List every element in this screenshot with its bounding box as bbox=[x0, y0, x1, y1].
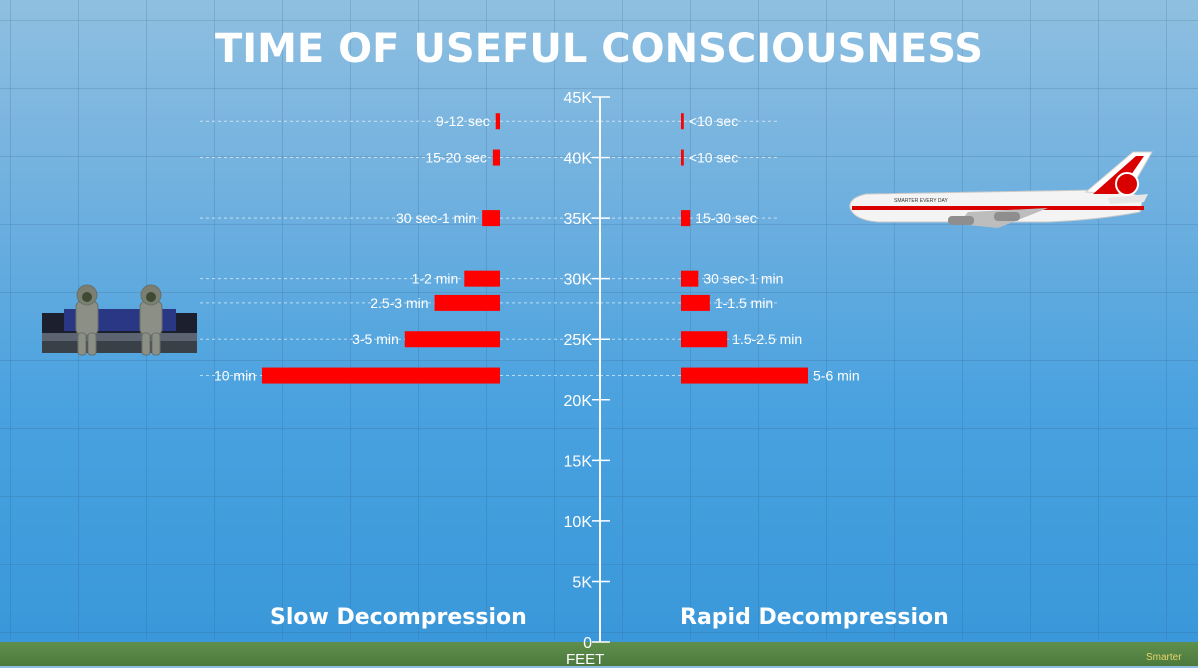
rapid-bar-label: 1-1.5 min bbox=[715, 295, 773, 311]
slow-bar bbox=[495, 113, 500, 130]
slow-bar-label: 30 sec-1 min bbox=[396, 210, 476, 226]
rapid-decompression-label: Rapid Decompression bbox=[680, 605, 949, 630]
slow-bar bbox=[482, 210, 500, 227]
ground-strip bbox=[0, 642, 1198, 666]
y-tick-label: 35K bbox=[564, 211, 593, 228]
slow-bar bbox=[262, 367, 500, 384]
y-tick-label: 5K bbox=[572, 574, 592, 591]
slow-bar-label: 9-12 sec bbox=[436, 113, 490, 129]
y-tick-label: 30K bbox=[564, 272, 593, 289]
airliner-livery-text: SMARTER EVERY DAY bbox=[894, 198, 948, 204]
axis-unit-label: FEET bbox=[566, 651, 605, 668]
slow-bar-label: 10 min bbox=[214, 368, 256, 384]
slow-bar bbox=[464, 270, 500, 287]
pilots-illustration bbox=[42, 284, 197, 356]
rapid-bar-label: 1.5-2.5 min bbox=[732, 331, 802, 347]
rapid-bar-label: 5-6 min bbox=[813, 368, 860, 384]
rapid-bar bbox=[681, 294, 710, 311]
rapid-bar-label: 15-30 sec bbox=[695, 210, 756, 226]
y-tick-label: 45K bbox=[564, 90, 593, 107]
y-tick-label: 25K bbox=[564, 332, 593, 349]
watermark: Smarter bbox=[1146, 652, 1182, 663]
y-tick-label: 10K bbox=[564, 514, 593, 531]
chart-title: TIME OF USEFUL CONSCIOUSNESS bbox=[214, 26, 984, 72]
slow-bar-label: 3-5 min bbox=[352, 331, 399, 347]
y-tick-label: 20K bbox=[564, 393, 593, 410]
slow-bar-label: 2.5-3 min bbox=[370, 295, 428, 311]
slow-bar-label: 1-2 min bbox=[412, 271, 459, 287]
rapid-bar bbox=[681, 331, 728, 348]
rapid-bar bbox=[681, 270, 699, 287]
slow-bar bbox=[492, 149, 500, 166]
y-tick-label: 40K bbox=[564, 151, 593, 168]
rapid-bar bbox=[681, 367, 808, 384]
rapid-bar bbox=[681, 210, 691, 227]
slow-bar-label: 15-20 sec bbox=[425, 150, 486, 166]
y-tick-label: 15K bbox=[564, 453, 593, 470]
rapid-bar bbox=[681, 149, 684, 166]
slow-bar bbox=[434, 294, 500, 311]
slow-decompression-label: Slow Decompression bbox=[270, 605, 527, 630]
rapid-bar-label: <10 sec bbox=[689, 113, 738, 129]
slow-bar bbox=[404, 331, 500, 348]
rapid-bar-label: <10 sec bbox=[689, 150, 738, 166]
rapid-bar-label: 30 sec-1 min bbox=[703, 271, 783, 287]
y-tick-label: 0 bbox=[583, 635, 592, 652]
airliner-illustration: SMARTER EVERY DAY bbox=[849, 151, 1153, 228]
rapid-bar bbox=[681, 113, 684, 130]
